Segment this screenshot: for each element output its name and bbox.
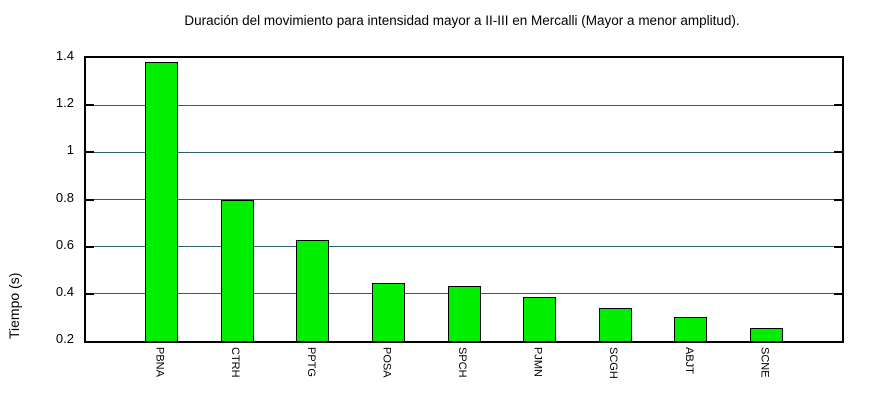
gridline xyxy=(86,246,842,248)
y-tickmark xyxy=(834,292,842,295)
y-tick-label: 0.8 xyxy=(55,189,74,205)
x-tick-label-pptg: PPTG xyxy=(304,347,317,377)
y-tickmark xyxy=(86,292,94,295)
bar-abjt xyxy=(674,317,708,341)
y-tick-label: 0.6 xyxy=(55,236,74,252)
x-tick-label-pbna: PBNA xyxy=(153,347,166,377)
bar-pjmn xyxy=(523,297,557,341)
y-tickmark xyxy=(86,151,94,154)
y-tickmark xyxy=(834,198,842,201)
y-tick-label: 0.2 xyxy=(55,331,74,346)
x-tick-label-spch: SPCH xyxy=(456,347,468,378)
y-tickmark xyxy=(834,245,842,248)
gridline xyxy=(86,151,842,153)
bar-scgh xyxy=(598,307,632,341)
y-tick-label: 0.4 xyxy=(55,283,74,299)
bar-posa xyxy=(371,283,405,341)
y-tickmark xyxy=(834,104,842,107)
gridline xyxy=(86,199,842,200)
y-tickmark xyxy=(86,245,94,248)
y-tickmark xyxy=(86,198,94,201)
x-tick-label-scne: SCNE xyxy=(758,347,771,378)
y-tickmark xyxy=(86,104,94,107)
y-tick-label: 1.2 xyxy=(55,95,74,111)
x-tick-label-abjt: ABJT xyxy=(682,347,695,374)
bar-spch xyxy=(447,285,481,341)
bar-scne xyxy=(749,328,783,341)
plot-area xyxy=(84,56,844,343)
x-tick-label-scgh: SCGH xyxy=(607,347,620,379)
x-tick-label-pjmn: PJMN xyxy=(531,347,544,377)
x-axis-category-labels: PBNA CTRH PPTG POSA SPCH PJMN SCGH ABJT SCNE xyxy=(84,347,840,399)
y-axis-tick-labels: 0.2 0.4 0.6 0.8 1 1.2 1.4 xyxy=(0,48,74,346)
y-tick-label: 1 xyxy=(66,142,74,158)
bar-ctrh xyxy=(220,199,254,341)
y-tick-label: 1.4 xyxy=(55,48,74,63)
chart-title: Duración del movimiento para intensidad … xyxy=(184,13,740,28)
x-tick-label-ctrh: CTRH xyxy=(229,347,242,378)
x-tick-label-posa: POSA xyxy=(380,347,393,378)
gridline xyxy=(86,104,842,106)
bar-pptg xyxy=(296,239,330,341)
y-tickmark xyxy=(834,151,842,154)
bar-pbna xyxy=(145,61,179,341)
